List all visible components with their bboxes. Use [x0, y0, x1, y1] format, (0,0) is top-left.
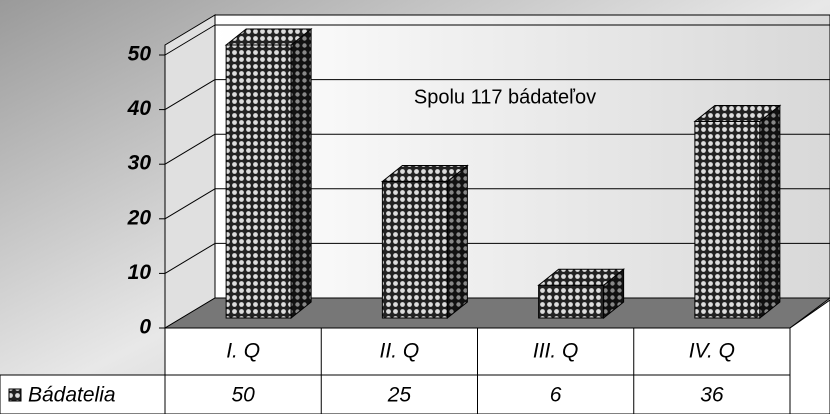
bar-front	[694, 120, 761, 319]
bar-top	[537, 268, 626, 286]
table-row-header	[0, 374, 166, 414]
bar-front	[225, 44, 292, 319]
bar-top	[380, 165, 469, 182]
bar-side	[759, 104, 781, 320]
x-tick-label: I. Q	[226, 340, 260, 363]
table-value: 50	[231, 384, 255, 407]
legend-label: Bádatelia	[28, 384, 116, 407]
y-tick-label: 10	[128, 261, 152, 284]
x-tick-label: III. Q	[533, 340, 579, 363]
y-tick-label: 40	[127, 97, 152, 120]
bar-front	[538, 284, 605, 319]
side-wall	[164, 14, 216, 329]
table-value: 36	[700, 384, 724, 407]
bar-front	[381, 181, 448, 319]
bar-top	[224, 28, 313, 46]
y-tick-label: 0	[139, 316, 151, 339]
bar-top	[693, 104, 782, 122]
x-tick-label: II. Q	[380, 340, 420, 363]
table-value: 6	[550, 384, 562, 407]
bar-side	[290, 27, 312, 320]
y-tick-label: 50	[128, 43, 152, 66]
grid-line	[164, 188, 216, 220]
legend-key	[8, 388, 22, 402]
annotation: Spolu 117 bádateľov	[414, 86, 596, 108]
grid-line	[164, 133, 216, 165]
grid-line	[164, 242, 216, 274]
bar-side	[446, 164, 468, 320]
grid-line	[164, 24, 216, 56]
y-tick-label: 30	[128, 152, 152, 175]
data-table: Bádatelia	[0, 299, 830, 414]
x-tick-label: IV. Q	[689, 340, 735, 363]
table-value: 25	[387, 384, 412, 407]
y-tick-label: 20	[127, 206, 152, 229]
grid-line	[164, 79, 216, 111]
